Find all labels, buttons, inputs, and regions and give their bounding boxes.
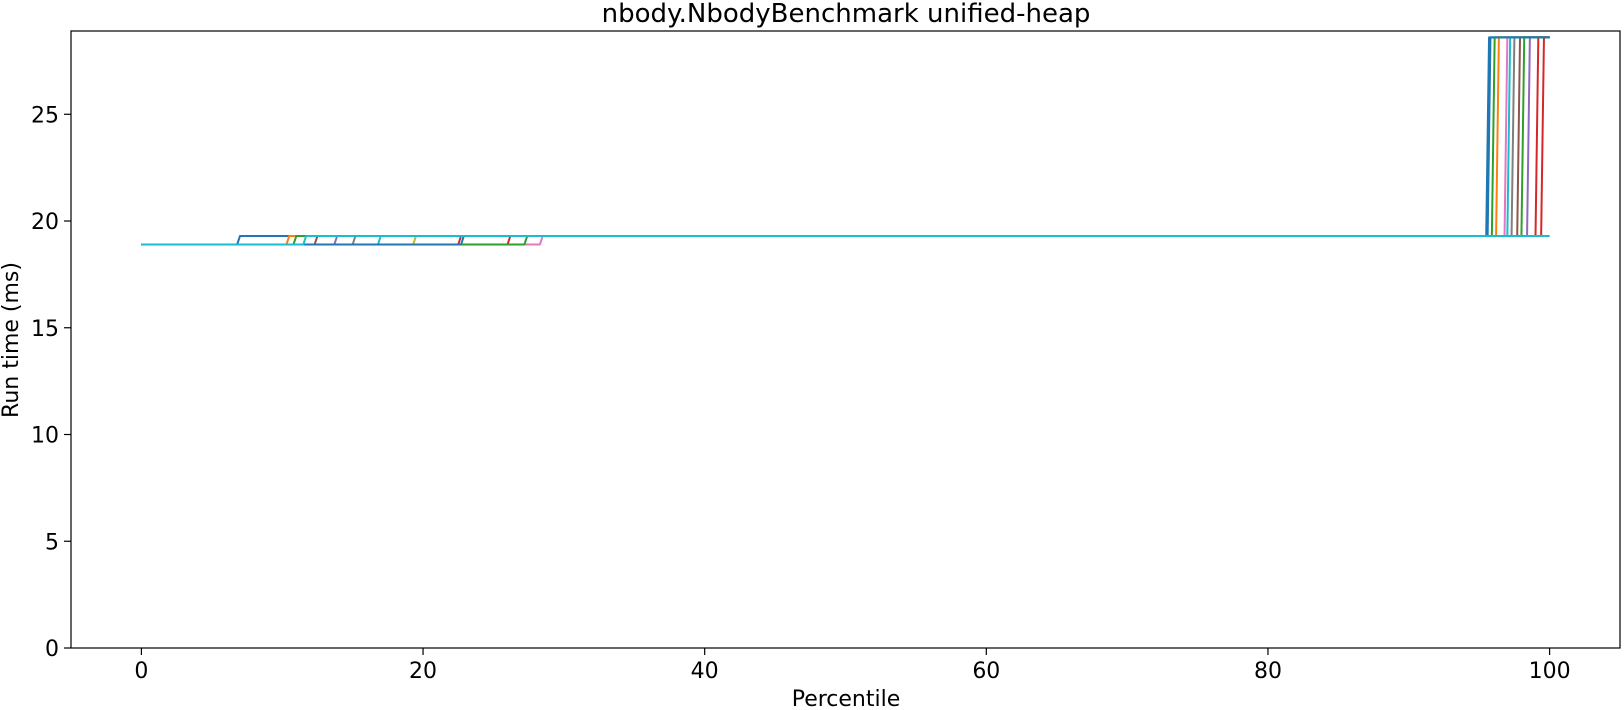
- series-line-12: [141, 36, 1550, 246]
- x-tick-label: 0: [134, 659, 148, 684]
- x-tick-label: 40: [691, 659, 719, 684]
- y-tick-label: 25: [31, 103, 59, 128]
- series-line-1: [141, 36, 1550, 246]
- series-line-14: [141, 234, 1550, 246]
- y-axis-label: Run time (ms): [0, 262, 24, 418]
- y-tick-label: 5: [45, 530, 59, 555]
- x-axis-label: Percentile: [792, 687, 901, 710]
- series-line-3: [141, 36, 1550, 246]
- x-tick-label: 100: [1529, 659, 1571, 684]
- y-tick-label: 0: [45, 637, 59, 662]
- series-line-10: [141, 36, 1550, 246]
- series-line-11: [141, 36, 1550, 246]
- x-tick-label: 20: [409, 659, 437, 684]
- series-line-13: [141, 36, 1550, 246]
- plot-frame: [70, 30, 1621, 649]
- x-tick-label: 80: [1254, 659, 1282, 684]
- y-tick-label: 20: [31, 210, 59, 235]
- x-tick-label: 60: [972, 659, 1000, 684]
- y-tick-label: 15: [31, 317, 59, 342]
- y-tick-label: 10: [31, 424, 59, 449]
- chart-title: nbody.NbodyBenchmark unified-heap: [602, 0, 1091, 29]
- series-line-4: [141, 36, 1550, 246]
- series-line-6: [141, 36, 1550, 246]
- series-line-7: [141, 36, 1550, 246]
- series-line-2: [141, 36, 1550, 246]
- series-line-5: [141, 36, 1550, 246]
- series-line-8: [141, 36, 1550, 246]
